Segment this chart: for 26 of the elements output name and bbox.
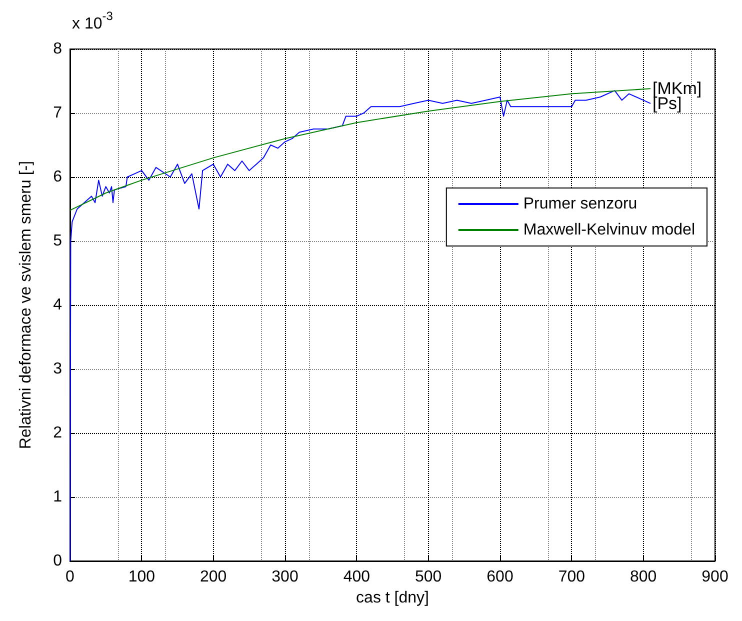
legend-label: Prumer senzoru: [523, 196, 638, 212]
y-tick-label: 2: [53, 424, 62, 442]
x-tick-label: 100: [128, 568, 156, 586]
x-tick-label: 600: [486, 568, 514, 586]
x-tick-label: 200: [200, 568, 227, 586]
line-series: [70, 88, 651, 211]
x-tick-label: 500: [414, 568, 442, 586]
annotation: [MKm]: [652, 79, 702, 98]
y-tick-label: 8: [53, 40, 62, 58]
x-tick-label: 800: [630, 568, 657, 586]
y-tick-label: 7: [53, 104, 62, 122]
y-tick-label: 5: [53, 232, 62, 250]
y-tick-label: 1: [53, 488, 62, 506]
x-tick-label: 300: [272, 568, 298, 586]
y-tick-label: 6: [53, 168, 62, 186]
y-axis-title: Relativni deformace ve svislem smeru [-]: [18, 160, 34, 450]
legend-label: Maxwell-Kelvinuv model: [523, 222, 696, 238]
y-tick-label: 4: [53, 296, 62, 314]
y-tick-label: 0: [53, 552, 62, 570]
x-tick-label: 900: [702, 568, 728, 586]
line-series: [70, 90, 651, 562]
x-tick-label: 700: [558, 568, 586, 586]
x-tick-label: 0: [66, 568, 75, 586]
x-axis-title: cas t [dny]: [356, 589, 429, 606]
y-tick-label: 3: [53, 360, 62, 378]
x-tick-label: 400: [343, 568, 370, 586]
